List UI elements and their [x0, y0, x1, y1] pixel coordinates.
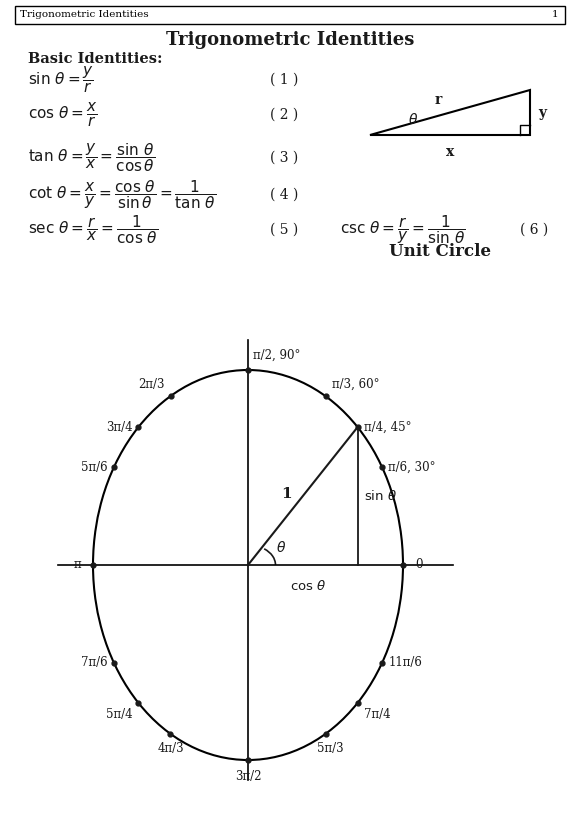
Text: x: x — [446, 145, 454, 159]
Text: π: π — [74, 559, 81, 572]
Text: ( 4 ): ( 4 ) — [270, 188, 298, 202]
Text: $\theta$: $\theta$ — [276, 540, 286, 555]
Text: π/4, 45°: π/4, 45° — [364, 421, 411, 433]
Text: Unit Circle: Unit Circle — [389, 243, 491, 261]
Text: ( 1 ): ( 1 ) — [270, 73, 298, 87]
Text: ( 6 ): ( 6 ) — [520, 223, 548, 237]
Text: π/3, 60°: π/3, 60° — [332, 378, 379, 391]
Text: $\theta$: $\theta$ — [408, 112, 418, 127]
Text: 7π/6: 7π/6 — [81, 656, 108, 669]
Text: 3π/4: 3π/4 — [106, 421, 132, 433]
Text: $\csc\,\theta = \dfrac{r}{y} = \dfrac{1}{\sin\,\theta}$: $\csc\,\theta = \dfrac{r}{y} = \dfrac{1}… — [340, 213, 466, 247]
Text: 5π/4: 5π/4 — [106, 708, 132, 721]
Text: 2π/3: 2π/3 — [138, 378, 165, 391]
Text: ( 5 ): ( 5 ) — [270, 223, 298, 237]
Text: ( 3 ): ( 3 ) — [270, 151, 298, 165]
Text: r: r — [434, 94, 441, 108]
Text: π/6, 30°: π/6, 30° — [388, 461, 436, 474]
Text: y: y — [538, 105, 546, 120]
Text: 5π/6: 5π/6 — [81, 461, 108, 474]
Text: 0: 0 — [415, 559, 422, 572]
Text: 1: 1 — [552, 11, 558, 19]
Text: $\cot\,\theta = \dfrac{x}{y} = \dfrac{\cos\,\theta}{\sin\theta} = \dfrac{1}{\tan: $\cot\,\theta = \dfrac{x}{y} = \dfrac{\c… — [28, 178, 216, 212]
Text: 7π/4: 7π/4 — [364, 708, 390, 721]
Text: $\sin\,\theta$: $\sin\,\theta$ — [364, 489, 397, 503]
Text: 1: 1 — [281, 487, 291, 501]
FancyBboxPatch shape — [15, 6, 565, 24]
Text: 11π/6: 11π/6 — [388, 656, 422, 669]
Text: $\sec\,\theta = \dfrac{r}{x} = \dfrac{1}{\cos\,\theta}$: $\sec\,\theta = \dfrac{r}{x} = \dfrac{1}… — [28, 213, 158, 247]
Text: $\sin\,\theta = \dfrac{y}{r}$: $\sin\,\theta = \dfrac{y}{r}$ — [28, 65, 94, 95]
Text: π/2, 90°: π/2, 90° — [253, 349, 300, 362]
Text: Basic Identities:: Basic Identities: — [28, 52, 162, 66]
Text: $\tan\,\theta = \dfrac{y}{x} = \dfrac{\sin\,\theta}{\cos\theta}$: $\tan\,\theta = \dfrac{y}{x} = \dfrac{\s… — [28, 142, 155, 174]
Text: Trigonometric Identities: Trigonometric Identities — [20, 11, 148, 19]
Text: $\cos\,\theta = \dfrac{x}{r}$: $\cos\,\theta = \dfrac{x}{r}$ — [28, 101, 98, 129]
Text: Trigonometric Identities: Trigonometric Identities — [166, 31, 414, 49]
Text: $\cos\,\theta$: $\cos\,\theta$ — [290, 579, 327, 593]
Text: ( 2 ): ( 2 ) — [270, 108, 298, 122]
Text: 3π/2: 3π/2 — [235, 770, 261, 783]
Text: 4π/3: 4π/3 — [157, 742, 184, 754]
Text: 5π/3: 5π/3 — [317, 742, 344, 754]
